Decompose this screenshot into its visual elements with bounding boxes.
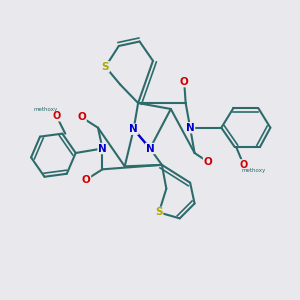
Text: N: N	[146, 143, 154, 154]
Text: methoxy: methoxy	[34, 107, 58, 112]
Text: N: N	[129, 124, 138, 134]
Text: N: N	[186, 123, 194, 133]
Text: N: N	[98, 143, 107, 154]
Text: S: S	[155, 207, 163, 218]
Text: O: O	[82, 175, 91, 185]
Text: O: O	[77, 112, 86, 122]
Text: O: O	[180, 76, 189, 87]
Text: O: O	[204, 157, 212, 167]
Text: methoxy: methoxy	[242, 168, 266, 173]
Text: O: O	[239, 160, 248, 170]
Text: O: O	[52, 111, 61, 121]
Text: S: S	[102, 62, 109, 72]
